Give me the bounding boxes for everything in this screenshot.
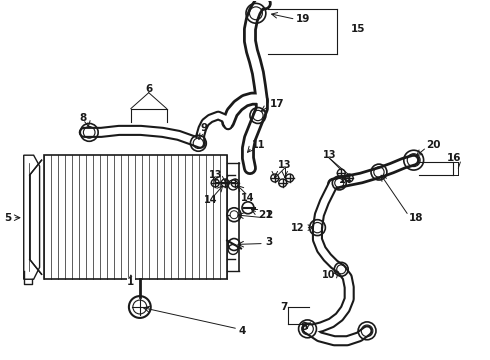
Text: 5: 5 xyxy=(4,213,12,223)
Text: 1: 1 xyxy=(127,277,135,287)
Text: 19: 19 xyxy=(295,14,310,24)
Text: 21: 21 xyxy=(258,210,272,220)
Text: 13: 13 xyxy=(278,160,292,170)
Text: 11: 11 xyxy=(252,140,266,150)
Text: 8: 8 xyxy=(300,322,308,332)
Text: 13: 13 xyxy=(208,170,222,180)
Text: 14: 14 xyxy=(339,175,353,185)
Text: 12: 12 xyxy=(291,222,305,233)
Text: 18: 18 xyxy=(409,213,423,223)
Text: 4: 4 xyxy=(238,326,245,336)
Text: 2: 2 xyxy=(265,210,272,220)
Text: 13: 13 xyxy=(322,150,336,160)
Text: 9: 9 xyxy=(200,123,207,134)
Text: 20: 20 xyxy=(427,140,441,150)
Text: 8: 8 xyxy=(79,113,86,123)
Text: 17: 17 xyxy=(270,99,284,109)
Text: 14: 14 xyxy=(241,193,255,203)
Text: 10: 10 xyxy=(322,270,335,280)
Text: 7: 7 xyxy=(280,302,288,312)
Text: 15: 15 xyxy=(351,24,366,34)
Text: 3: 3 xyxy=(265,237,272,247)
Text: 16: 16 xyxy=(446,153,461,163)
Text: 6: 6 xyxy=(145,84,152,94)
Text: 14: 14 xyxy=(203,195,217,205)
